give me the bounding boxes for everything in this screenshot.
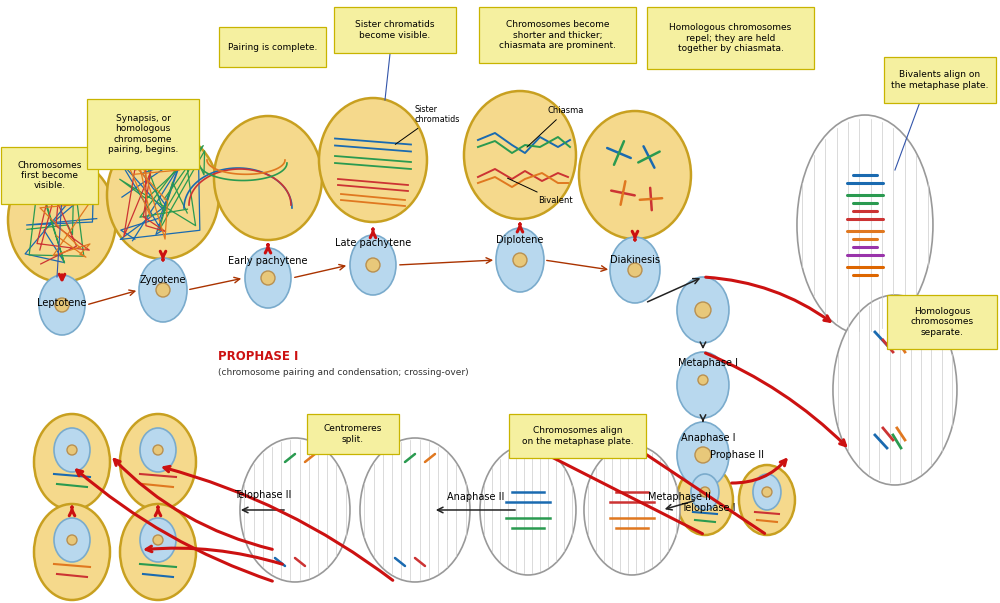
Ellipse shape (739, 465, 795, 535)
FancyBboxPatch shape (307, 414, 399, 454)
Text: Homologous chromosomes
repel; they are held
together by chiasmata.: Homologous chromosomes repel; they are h… (669, 23, 792, 53)
Ellipse shape (240, 438, 350, 582)
Text: Chromosomes become
shorter and thicker;
chiasmata are prominent.: Chromosomes become shorter and thicker; … (499, 20, 616, 50)
Ellipse shape (54, 428, 90, 472)
Circle shape (700, 487, 710, 497)
FancyBboxPatch shape (647, 7, 814, 69)
FancyBboxPatch shape (1, 147, 98, 204)
Text: Telophase II: Telophase II (234, 490, 291, 500)
FancyBboxPatch shape (87, 99, 199, 169)
Text: Synapsis, or
homologous
chromosome
pairing, begins.: Synapsis, or homologous chromosome pairi… (108, 114, 178, 154)
Ellipse shape (107, 131, 219, 259)
Text: Telophase I: Telophase I (681, 503, 735, 513)
Circle shape (67, 535, 77, 545)
Text: Anaphase I: Anaphase I (681, 433, 735, 443)
Text: PROPHASE I: PROPHASE I (218, 350, 298, 363)
Circle shape (153, 445, 163, 455)
Text: Chiasma: Chiasma (527, 106, 584, 147)
Text: Chromosomes align
on the metaphase plate.: Chromosomes align on the metaphase plate… (522, 426, 633, 446)
Circle shape (695, 302, 711, 318)
Text: Leptotene: Leptotene (37, 298, 87, 308)
Ellipse shape (677, 422, 729, 488)
Circle shape (695, 447, 711, 463)
Text: Metaphase II: Metaphase II (648, 492, 711, 502)
Ellipse shape (140, 518, 176, 562)
Circle shape (513, 253, 527, 267)
Text: Bivalents align on
the metaphase plate.: Bivalents align on the metaphase plate. (891, 71, 989, 90)
Ellipse shape (319, 98, 427, 222)
Ellipse shape (214, 116, 322, 240)
Ellipse shape (54, 518, 90, 562)
Ellipse shape (677, 277, 729, 343)
Circle shape (55, 298, 69, 312)
FancyBboxPatch shape (219, 27, 326, 67)
Ellipse shape (797, 115, 933, 335)
Ellipse shape (610, 237, 660, 303)
Ellipse shape (8, 158, 116, 282)
Circle shape (153, 535, 163, 545)
Ellipse shape (360, 438, 470, 582)
Text: Centromeres
split.: Centromeres split. (324, 425, 382, 444)
Ellipse shape (584, 445, 680, 575)
Ellipse shape (579, 111, 691, 239)
Circle shape (762, 487, 772, 497)
Text: Metaphase I: Metaphase I (678, 358, 738, 368)
FancyBboxPatch shape (509, 414, 646, 458)
FancyBboxPatch shape (479, 7, 636, 63)
Text: Zygotene: Zygotene (140, 275, 186, 285)
Ellipse shape (753, 474, 781, 510)
Text: Sister chromatids
become visible.: Sister chromatids become visible. (355, 21, 435, 40)
Circle shape (156, 283, 170, 297)
Text: Anaphase II: Anaphase II (447, 492, 504, 502)
Ellipse shape (34, 504, 110, 600)
Ellipse shape (496, 228, 544, 292)
Text: (chromosome pairing and condensation; crossing-over): (chromosome pairing and condensation; cr… (218, 368, 469, 377)
Text: Bivalent: Bivalent (507, 178, 573, 205)
Ellipse shape (120, 504, 196, 600)
FancyBboxPatch shape (334, 7, 456, 53)
Ellipse shape (464, 91, 576, 219)
Ellipse shape (245, 248, 291, 308)
Ellipse shape (120, 414, 196, 510)
Text: Pairing is complete.: Pairing is complete. (228, 43, 317, 51)
Ellipse shape (691, 474, 719, 510)
Circle shape (366, 258, 380, 272)
Ellipse shape (39, 275, 85, 335)
Circle shape (261, 271, 275, 285)
Text: Early pachytene: Early pachytene (228, 256, 308, 266)
Text: Late pachytene: Late pachytene (335, 238, 411, 248)
Ellipse shape (350, 235, 396, 295)
Circle shape (67, 445, 77, 455)
Ellipse shape (677, 465, 733, 535)
Ellipse shape (677, 352, 729, 418)
Ellipse shape (34, 414, 110, 510)
Text: Homologous
chromosomes
separate.: Homologous chromosomes separate. (910, 307, 974, 337)
Ellipse shape (139, 258, 187, 322)
Circle shape (628, 263, 642, 277)
Text: Chromosomes
first become
visible.: Chromosomes first become visible. (17, 160, 82, 191)
Text: Prophase II: Prophase II (710, 450, 764, 460)
Text: Diplotene: Diplotene (496, 235, 544, 245)
FancyBboxPatch shape (887, 295, 997, 349)
FancyBboxPatch shape (884, 57, 996, 103)
Circle shape (698, 375, 708, 385)
Text: Diakinesis: Diakinesis (610, 255, 660, 265)
Ellipse shape (480, 445, 576, 575)
Ellipse shape (140, 428, 176, 472)
Ellipse shape (833, 295, 957, 485)
Text: Sister
chromatids: Sister chromatids (395, 104, 460, 144)
